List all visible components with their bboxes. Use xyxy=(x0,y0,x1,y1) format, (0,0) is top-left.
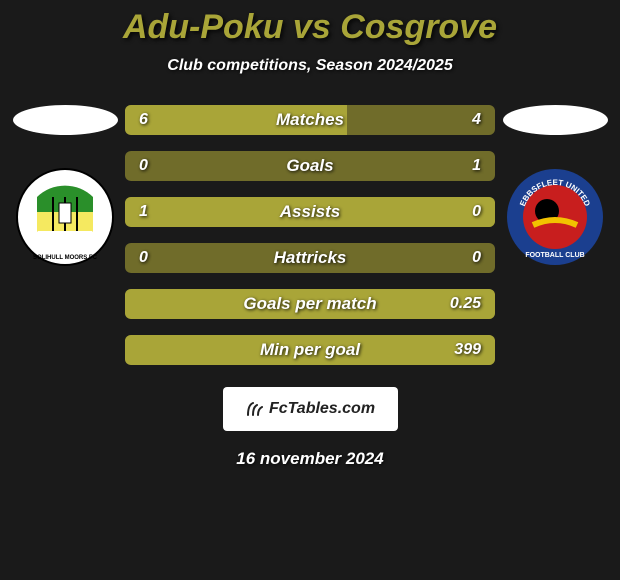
stat-value-right: 4 xyxy=(472,111,481,129)
stat-value-right: 0 xyxy=(472,249,481,267)
subtitle: Club competitions, Season 2024/2025 xyxy=(0,57,620,75)
ebbsfleet-badge-icon: EBBSFLEET UNITED FOOTBALL CLUB xyxy=(505,167,605,267)
right-column: EBBSFLEET UNITED FOOTBALL CLUB xyxy=(495,105,615,267)
stat-bar-hattricks: 0 Hattricks 0 xyxy=(125,243,495,273)
comparison-card: Adu-Poku vs Cosgrove Club competitions, … xyxy=(0,0,620,469)
stat-bar-goals-per-match: Goals per match 0.25 xyxy=(125,289,495,319)
stats-column: 6 Matches 4 0 Goals 1 1 Assists 0 0 Hattricks 0 Goal… xyxy=(125,105,495,365)
stat-value-right: 399 xyxy=(454,341,481,359)
stat-value-right: 0 xyxy=(472,203,481,221)
solihull-badge-icon: SOLIHULL MOORS FC xyxy=(15,167,115,267)
svg-text:FOOTBALL CLUB: FOOTBALL CLUB xyxy=(525,252,584,259)
stat-value-right: 1 xyxy=(472,157,481,175)
stat-label: Goals xyxy=(286,156,333,176)
main-row: SOLIHULL MOORS FC 6 Matches 4 0 Goals 1 1 Assis… xyxy=(0,105,620,365)
stat-value-left: 0 xyxy=(139,157,148,175)
stat-label: Min per goal xyxy=(260,340,360,360)
club-badge-left: SOLIHULL MOORS FC xyxy=(15,167,115,267)
stat-bar-matches: 6 Matches 4 xyxy=(125,105,495,135)
stat-label: Assists xyxy=(280,202,340,222)
date-label: 16 november 2024 xyxy=(0,449,620,469)
stat-bar-assists: 1 Assists 0 xyxy=(125,197,495,227)
stat-value-left: 0 xyxy=(139,249,148,267)
player-right-placeholder xyxy=(503,105,608,135)
stat-value-left: 6 xyxy=(139,111,148,129)
svg-text:SOLIHULL MOORS FC: SOLIHULL MOORS FC xyxy=(33,255,98,261)
fctables-label: FcTables.com xyxy=(269,400,375,418)
stat-bar-min-per-goal: Min per goal 399 xyxy=(125,335,495,365)
fctables-badge[interactable]: FcTables.com xyxy=(223,387,398,431)
club-badge-right: EBBSFLEET UNITED FOOTBALL CLUB xyxy=(505,167,605,267)
stat-bar-goals: 0 Goals 1 xyxy=(125,151,495,181)
stat-value-right: 0.25 xyxy=(450,295,481,313)
fctables-logo-icon xyxy=(245,399,265,419)
page-title: Adu-Poku vs Cosgrove xyxy=(0,8,620,47)
player-left-placeholder xyxy=(13,105,118,135)
stat-label: Matches xyxy=(276,110,344,130)
left-column: SOLIHULL MOORS FC xyxy=(5,105,125,267)
stat-label: Hattricks xyxy=(274,248,347,268)
stat-label: Goals per match xyxy=(243,294,376,314)
stat-value-left: 1 xyxy=(139,203,148,221)
